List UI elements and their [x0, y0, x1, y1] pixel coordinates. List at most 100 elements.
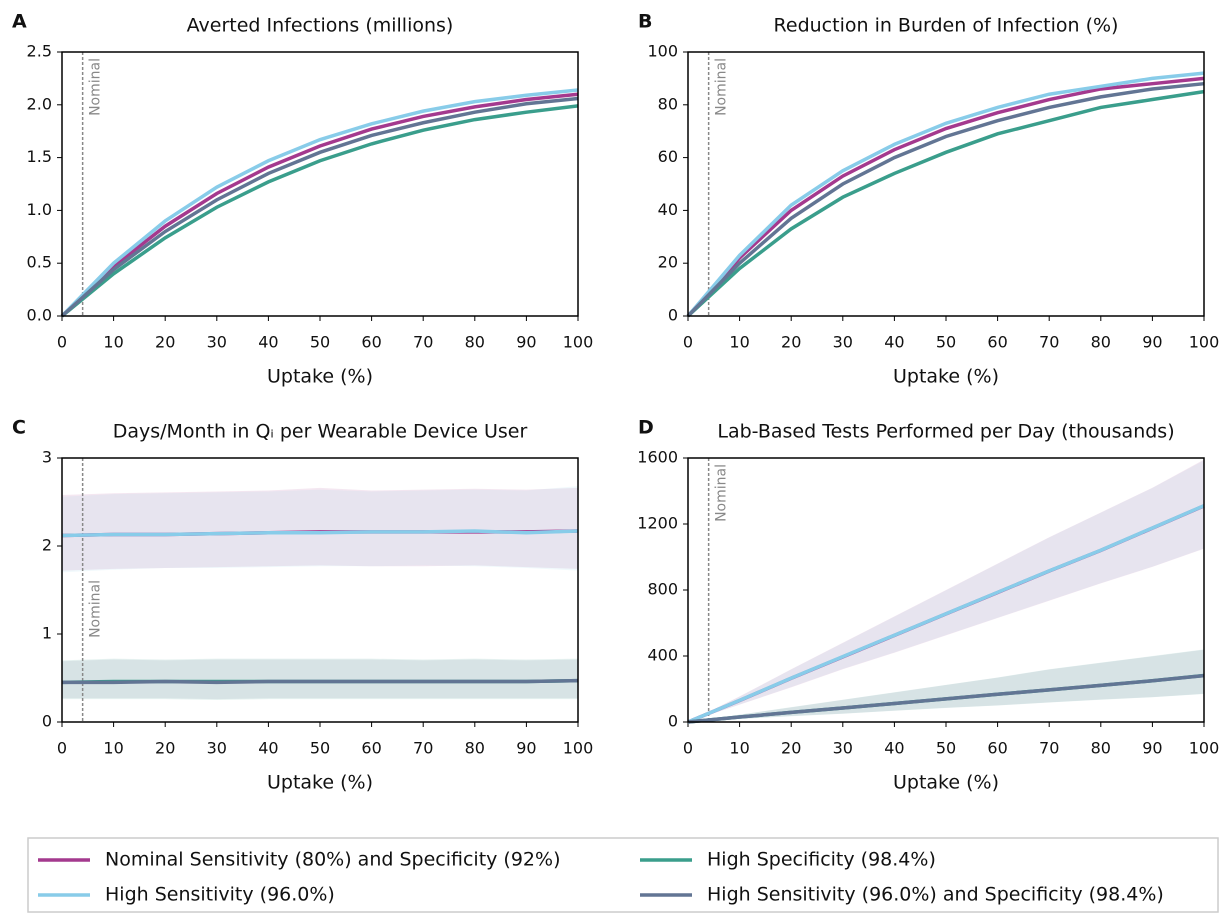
x-tick-label: 60	[987, 739, 1007, 758]
x-tick-label: 80	[1091, 739, 1111, 758]
x-tick-label: 60	[361, 333, 381, 352]
x-tick-label: 10	[729, 739, 749, 758]
confidence-band	[62, 486, 578, 573]
series-line	[60, 104, 579, 318]
panel-letter: C	[12, 417, 26, 439]
x-tick-label: 40	[258, 739, 278, 758]
series-line	[686, 76, 1205, 318]
confidence-band	[688, 459, 1204, 722]
y-tick-label: 1	[42, 624, 52, 643]
confidence-band	[688, 460, 1204, 722]
legend-box	[27, 837, 1219, 913]
x-tick-label: 50	[936, 739, 956, 758]
x-tick-label: 10	[103, 333, 123, 352]
chart-title: Lab-Based Tests Performed per Day (thous…	[717, 421, 1174, 443]
panel-letter: D	[638, 417, 654, 439]
x-tick-label: 20	[155, 333, 175, 352]
x-tick-label: 90	[516, 739, 536, 758]
x-tick-label: 0	[57, 333, 67, 352]
x-tick-label: 90	[1142, 333, 1162, 352]
y-tick-label: 1.0	[27, 200, 52, 219]
chart-title: Averted Infections (millions)	[187, 15, 454, 37]
x-tick-label: 100	[563, 333, 594, 352]
x-tick-label: 40	[258, 333, 278, 352]
series-line	[686, 71, 1205, 318]
y-tick-label: 100	[647, 42, 678, 61]
confidence-band	[688, 649, 1204, 722]
x-tick-label: 20	[781, 739, 801, 758]
x-tick-label: 30	[833, 739, 853, 758]
x-tick-label: 10	[729, 333, 749, 352]
series-line	[62, 678, 579, 685]
x-axis-label: Uptake (%)	[893, 366, 999, 388]
y-tick-label: 20	[658, 253, 678, 272]
y-tick-label: 400	[647, 646, 678, 665]
y-tick-label: 40	[658, 200, 678, 219]
x-tick-label: 70	[1039, 739, 1059, 758]
x-tick-label: 90	[1142, 739, 1162, 758]
series-line	[686, 89, 1205, 318]
y-tick-label: 0	[668, 712, 678, 731]
series-line	[60, 96, 579, 318]
x-tick-label: 100	[1189, 333, 1220, 352]
y-tick-label: 2.5	[27, 42, 52, 61]
x-tick-label: 20	[155, 739, 175, 758]
confidence-band	[62, 658, 578, 700]
x-tick-label: 50	[310, 739, 330, 758]
nominal-label: Nominal	[88, 580, 104, 638]
nominal-label: Nominal	[714, 464, 730, 522]
y-tick-label: 60	[658, 147, 678, 166]
legend-label: High Specificity (98.4%)	[707, 849, 936, 871]
x-tick-label: 40	[884, 739, 904, 758]
x-tick-label: 0	[57, 739, 67, 758]
x-tick-label: 30	[833, 333, 853, 352]
x-tick-label: 80	[465, 739, 485, 758]
y-tick-label: 1200	[637, 514, 678, 533]
panel-letter: B	[638, 11, 652, 33]
x-axis-label: Uptake (%)	[893, 772, 999, 794]
y-tick-label: 2	[42, 536, 52, 555]
x-tick-label: 100	[1189, 739, 1220, 758]
plot-frame	[687, 51, 1205, 317]
confidence-band	[62, 487, 578, 571]
x-axis-label: Uptake (%)	[267, 772, 373, 794]
plot-frame	[61, 457, 579, 723]
x-tick-label: 90	[516, 333, 536, 352]
x-tick-label: 100	[563, 739, 594, 758]
x-tick-label: 30	[207, 739, 227, 758]
y-tick-label: 80	[658, 94, 678, 113]
series-line	[60, 92, 579, 318]
x-tick-label: 0	[683, 333, 693, 352]
x-tick-label: 80	[465, 333, 485, 352]
legend-label: High Sensitivity (96.0%)	[105, 884, 335, 906]
plot-frame	[61, 51, 579, 317]
legend-label: Nominal Sensitivity (80%) and Specificit…	[105, 849, 560, 871]
x-tick-label: 50	[936, 333, 956, 352]
panel-letter: A	[12, 11, 27, 33]
chart-title: Reduction in Burden of Infection (%)	[774, 15, 1119, 37]
nominal-label: Nominal	[714, 58, 730, 116]
confidence-band	[688, 649, 1204, 722]
y-tick-label: 1600	[637, 448, 678, 467]
x-tick-label: 60	[987, 333, 1007, 352]
plot-frame	[687, 457, 1205, 723]
series-line	[686, 81, 1205, 318]
y-tick-label: 0	[42, 712, 52, 731]
y-tick-label: 800	[647, 580, 678, 599]
x-tick-label: 10	[103, 739, 123, 758]
x-tick-label: 0	[683, 739, 693, 758]
x-tick-label: 70	[413, 333, 433, 352]
x-axis-label: Uptake (%)	[267, 366, 373, 388]
x-tick-label: 60	[361, 739, 381, 758]
x-tick-label: 70	[1039, 333, 1059, 352]
y-tick-label: 0	[668, 306, 678, 325]
x-tick-label: 30	[207, 333, 227, 352]
x-tick-label: 20	[781, 333, 801, 352]
y-tick-label: 3	[42, 448, 52, 467]
x-tick-label: 80	[1091, 333, 1111, 352]
y-tick-label: 1.5	[27, 147, 52, 166]
x-tick-label: 50	[310, 333, 330, 352]
legend-label: High Sensitivity (96.0%) and Specificity…	[707, 884, 1164, 906]
y-tick-label: 0.0	[27, 306, 52, 325]
